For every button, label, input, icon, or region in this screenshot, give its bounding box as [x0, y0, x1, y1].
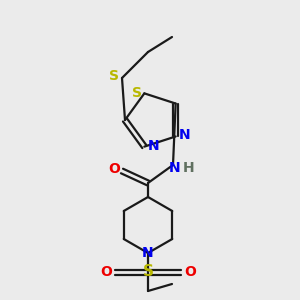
Text: S: S — [109, 69, 119, 83]
Text: O: O — [108, 162, 120, 176]
Text: N: N — [169, 161, 181, 175]
Text: O: O — [100, 265, 112, 279]
Text: O: O — [184, 265, 196, 279]
Text: N: N — [148, 139, 159, 153]
Text: N: N — [142, 246, 154, 260]
Text: S: S — [142, 265, 154, 280]
Text: H: H — [183, 161, 195, 175]
Text: N: N — [179, 128, 190, 142]
Text: S: S — [132, 86, 142, 100]
